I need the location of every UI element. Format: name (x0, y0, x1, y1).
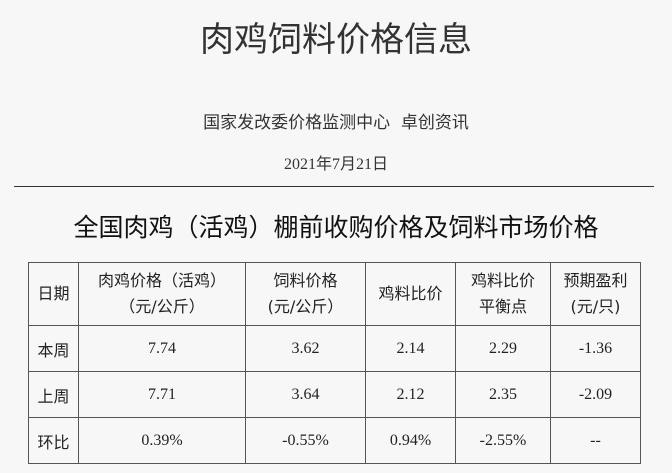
cell: 上周 (28, 371, 79, 418)
column-header: 鸡料比价 平衡点 (455, 262, 551, 326)
cell: 0.39% (78, 417, 246, 464)
cell: -2.09 (550, 371, 641, 418)
date: 2021年7月21日 (283, 156, 388, 173)
cell: 环比 (28, 417, 79, 464)
table-row: 上周 7.71 3.64 2.12 2.35 -2.09 (28, 371, 641, 418)
column-header: 肉鸡价格（活鸡） （元/公斤） (78, 262, 246, 326)
header-line: 预期盈利 (563, 271, 628, 290)
source: 国家发改委价格监测中心 卓创资讯 (203, 113, 469, 133)
cell: -1.36 (550, 325, 641, 372)
column-header: 预期盈利 (元/只) (550, 262, 641, 326)
column-header: 饲料价格 (元/公斤） (245, 262, 366, 326)
cell: 2.29 (455, 325, 551, 372)
table-row: 环比 0.39% -0.55% 0.94% -2.55% -- (28, 417, 641, 464)
cell: 本周 (28, 325, 79, 372)
cell: -0.55% (245, 417, 366, 464)
cell: 3.64 (245, 371, 366, 418)
header-line: 平衡点 (478, 297, 527, 316)
page-title: 肉鸡饲料价格信息 (200, 20, 472, 60)
cell: 2.12 (365, 371, 456, 418)
column-header: 鸡料比价 (365, 262, 456, 326)
column-header: 日期 (28, 262, 79, 326)
header-line: 饲料价格 (273, 271, 338, 290)
header-line: 日期 (37, 284, 70, 303)
cell: 2.14 (365, 325, 456, 372)
cell: -- (550, 417, 641, 464)
cell: 0.94% (365, 417, 456, 464)
table-title: 全国肉鸡（活鸡）棚前收购价格及饲料市场价格 (73, 213, 599, 242)
cell: 2.35 (455, 371, 551, 418)
header-line: 鸡料比价 (470, 271, 535, 290)
header-line: （元/公斤） (119, 297, 205, 316)
header-line: 鸡料比价 (378, 284, 443, 303)
price-table: 日期 肉鸡价格（活鸡） （元/公斤） 饲料价格 (元/公斤） 鸡料比价 鸡料比价 平衡点 预期盈… (28, 262, 641, 464)
divider (14, 186, 654, 187)
table-row: 本周 7.74 3.62 2.14 2.29 -1.36 (28, 325, 641, 372)
header-line: (元/公斤） (267, 297, 344, 316)
header-line: (元/只) (570, 297, 621, 316)
header-row: 日期 肉鸡价格（活鸡） （元/公斤） 饲料价格 (元/公斤） 鸡料比价 鸡料比价 平衡点 预期盈… (28, 262, 641, 326)
cell: 7.71 (78, 371, 246, 418)
header-line: 肉鸡价格（活鸡） (97, 271, 226, 290)
cell: 7.74 (78, 325, 246, 372)
table-body: 本周 7.74 3.62 2.14 2.29 -1.36 上周 7.71 3.64 2.12 2.3… (28, 325, 641, 464)
cell: -2.55% (455, 417, 551, 464)
cell: 3.62 (245, 325, 366, 372)
